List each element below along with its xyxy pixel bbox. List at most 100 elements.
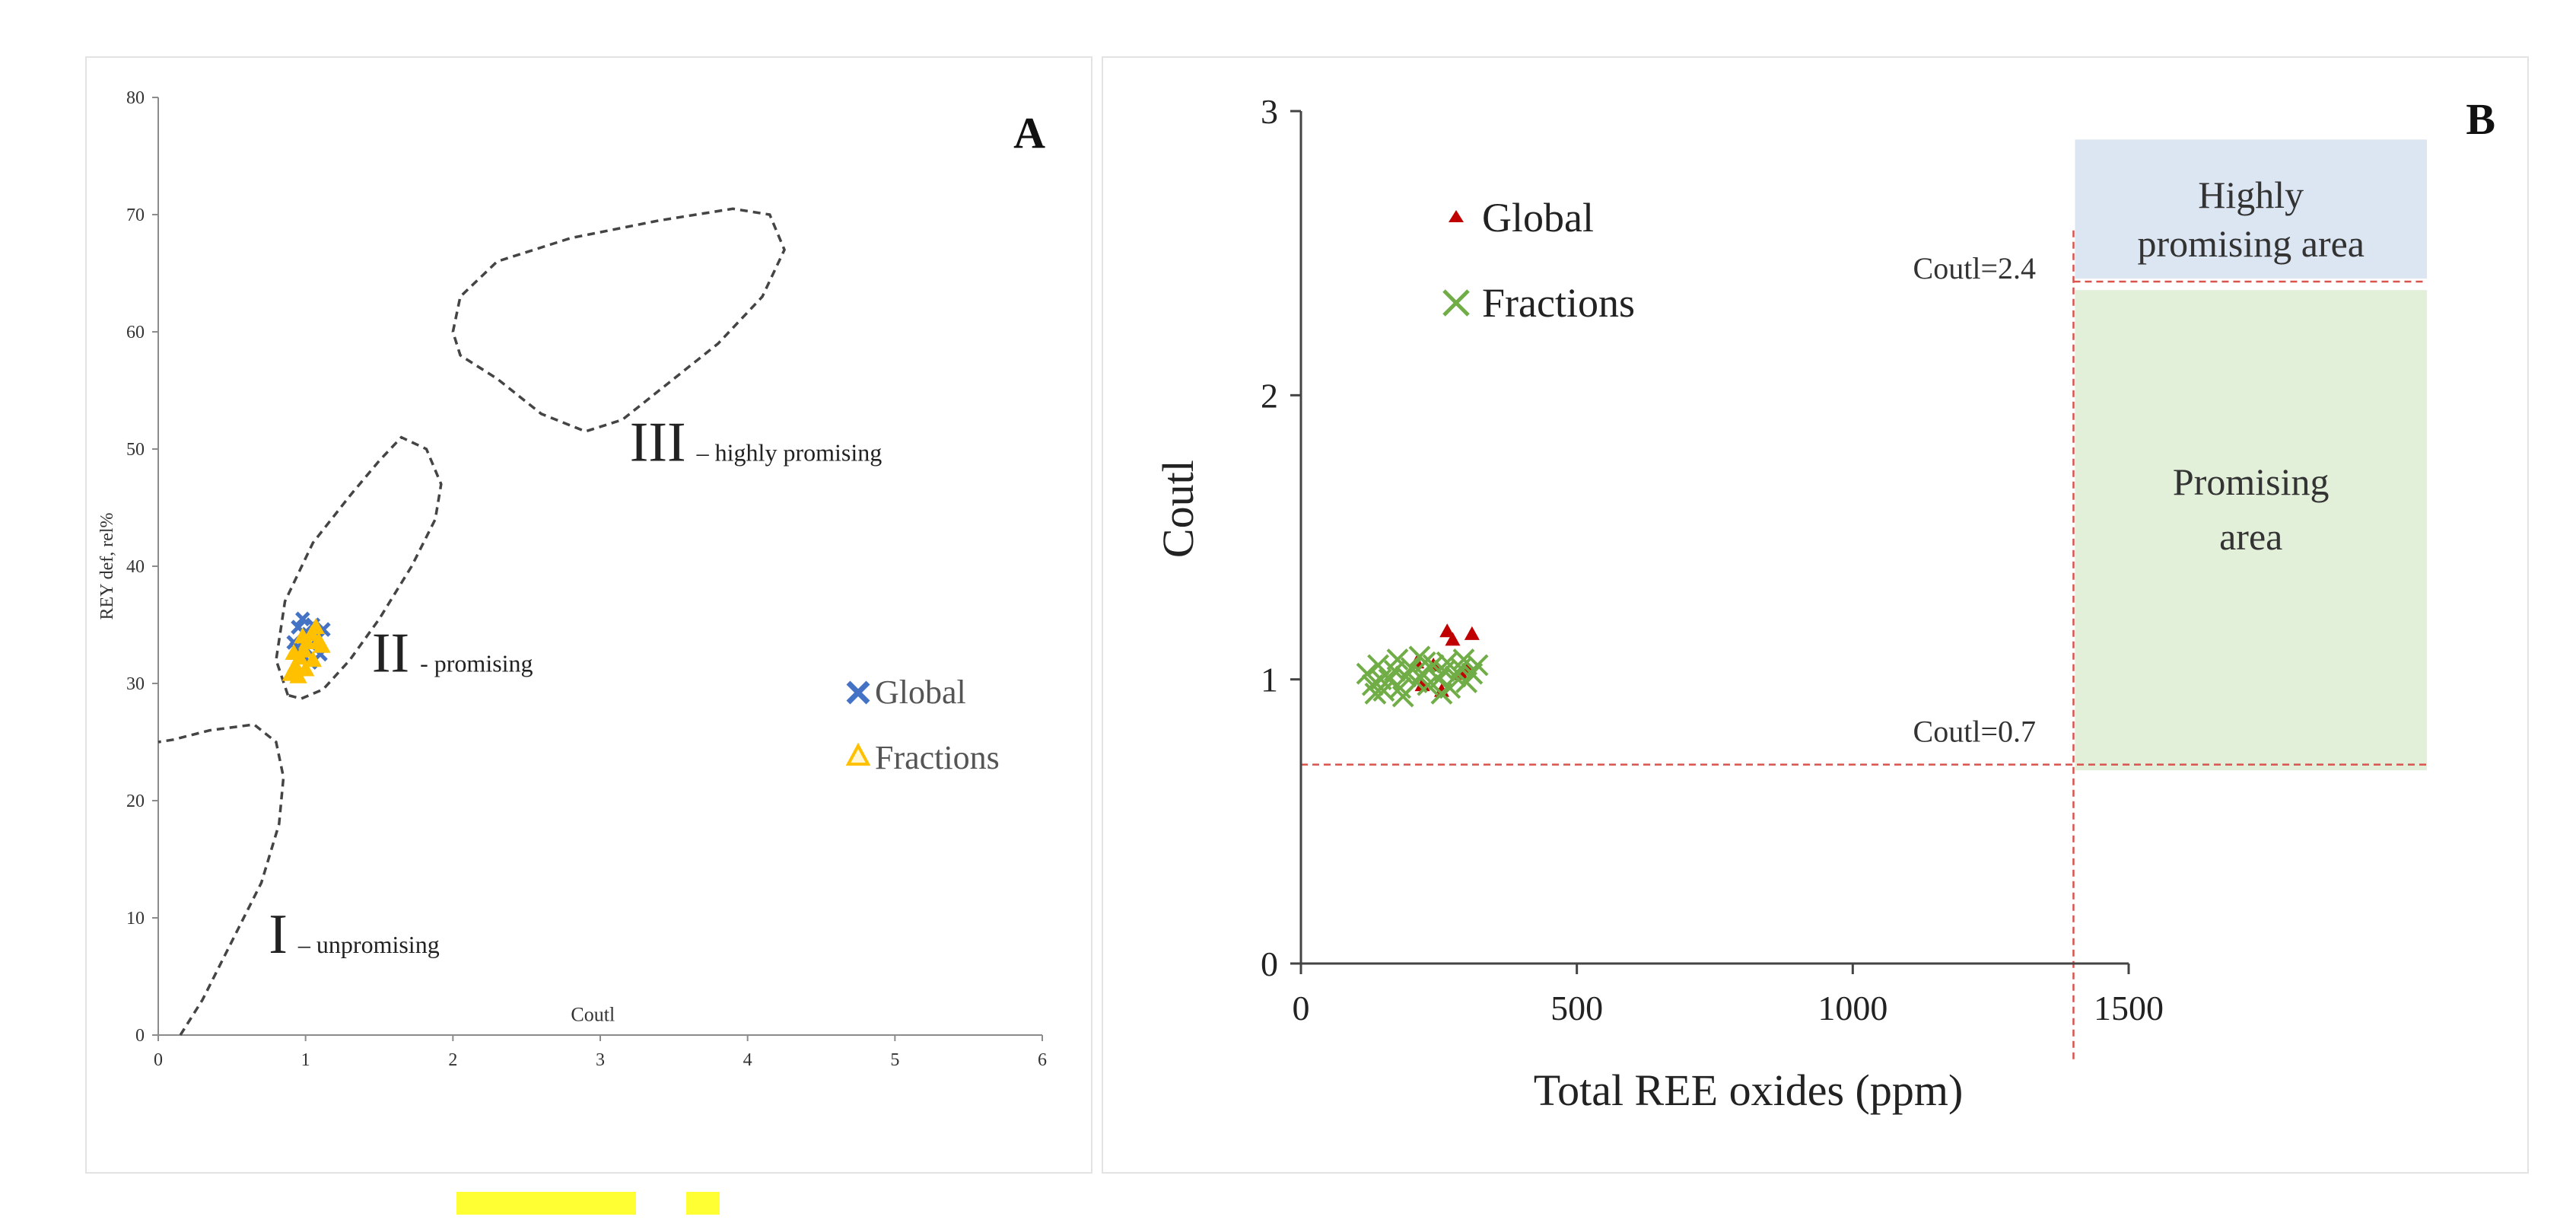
x-tick-label: 3 <box>596 1050 605 1070</box>
point-fractions <box>1400 657 1423 680</box>
x-tick-label: 1000 <box>1818 989 1887 1027</box>
promising-area <box>2075 290 2427 771</box>
point-fractions-stroke <box>1436 651 1458 674</box>
x-tick-label: 5 <box>890 1050 899 1070</box>
point-fractions <box>1430 682 1453 705</box>
data-points <box>1356 623 1489 708</box>
zone-numeral: I <box>269 903 288 966</box>
point-fractions <box>1367 654 1389 677</box>
x-tick-label: 500 <box>1550 989 1603 1027</box>
y-tick-label: 0 <box>135 1026 145 1046</box>
point-fractions <box>1386 648 1409 671</box>
threshold-label-upper: Coutl=2.4 <box>1913 251 2036 285</box>
point-fractions <box>1414 651 1436 674</box>
point-global <box>1464 626 1480 640</box>
text-highlight-mark <box>456 1192 636 1215</box>
point-fractions-stroke <box>1414 651 1436 674</box>
panel-b: Highly promising area Promising area Coutl=2… <box>1102 56 2529 1174</box>
point-fractions-stroke <box>1386 648 1409 671</box>
area-label-line: Promising <box>2173 460 2330 503</box>
x-tick-label: 4 <box>743 1050 752 1070</box>
point-fractions <box>1391 685 1414 708</box>
x-axis-label: Total REE oxides (ppm) <box>1534 1066 1964 1115</box>
point-fractions <box>285 643 303 660</box>
area-label-line: Highly <box>2198 174 2304 216</box>
legend-label-global: Global <box>1482 195 1594 240</box>
point-fractions <box>294 627 312 644</box>
point-fractions <box>307 618 325 635</box>
point-fractions-stroke <box>1389 677 1411 699</box>
panel-label: A <box>1013 108 1045 158</box>
legend-marker-global <box>846 680 870 705</box>
point-fractions <box>1369 668 1392 691</box>
area-label-line: area <box>2219 515 2282 558</box>
point-fractions <box>1364 682 1387 705</box>
threshold-label-lower: Coutl=0.7 <box>1913 715 2036 749</box>
point-global-stroke <box>295 611 310 627</box>
point-fractions <box>313 636 331 653</box>
point-global <box>1445 632 1461 646</box>
point-fractions-stroke <box>1417 674 1439 696</box>
zone-numeral: III <box>630 411 686 473</box>
chart-b-svg: Highly promising area Promising area Coutl=2… <box>1153 92 2495 1115</box>
legend-marker-global-stroke <box>846 680 870 705</box>
zone-numeral: II <box>372 623 409 685</box>
legend-marker-global <box>1449 210 1464 222</box>
data-points <box>281 611 331 683</box>
point-fractions <box>1356 662 1379 685</box>
point-fractions-stroke <box>1356 662 1379 685</box>
y-tick-label: 20 <box>126 792 145 811</box>
x-tick-label: 0 <box>154 1050 163 1070</box>
promising-area-label: Promising area <box>2173 460 2330 558</box>
y-tick-label: 3 <box>1261 92 1278 131</box>
zone-ii-outline <box>275 435 443 700</box>
point-global <box>1439 623 1455 638</box>
point-fractions-stroke <box>1369 668 1392 691</box>
point-fractions <box>295 641 313 658</box>
point-fractions-stroke <box>1430 682 1453 705</box>
point-fractions <box>1466 654 1489 677</box>
legend-marker-fractions <box>1442 289 1470 317</box>
point-fractions <box>1417 674 1439 696</box>
x-tick-label: 0 <box>1293 989 1310 1027</box>
legend: Global Fractions <box>1442 195 1635 326</box>
zone-label-1: I – unpromising <box>269 903 439 966</box>
legend-marker-fractions <box>845 742 871 766</box>
y-axis-label: REY def, rel% <box>97 512 117 620</box>
chart-a-svg: 0 10 20 30 40 50 60 70 80 0 1 2 3 4 5 6 Coutl REY def, re… <box>97 88 1047 1070</box>
y-tick-label: 80 <box>126 88 145 108</box>
x-tick-label: 1 <box>301 1050 310 1070</box>
y-tick-label: 40 <box>126 557 145 577</box>
y-tick-label: 1 <box>1261 661 1278 699</box>
x-axis-label: Coutl <box>571 1004 615 1026</box>
y-tick-label: 50 <box>126 440 145 460</box>
area-label-line: promising area <box>2137 222 2365 265</box>
zone-text: – unpromising <box>297 931 440 958</box>
zone-label-2: II - promising <box>372 623 533 685</box>
zone-iii-outline <box>451 207 786 433</box>
legend: Global Fractions <box>845 674 1000 776</box>
x-tick-label: 2 <box>448 1050 457 1070</box>
point-fractions <box>304 651 323 667</box>
highly-promising-area <box>2075 139 2427 279</box>
point-global-stroke <box>291 620 306 635</box>
zone-label-3: III – highly promising <box>630 411 883 473</box>
y-tick-label: 70 <box>126 205 145 225</box>
y-tick-label: 10 <box>126 909 145 929</box>
zone-i-outline <box>157 723 285 1036</box>
legend-label-fractions: Fractions <box>1482 280 1635 326</box>
y-tick-label: 60 <box>126 323 145 342</box>
zone-text: – highly promising <box>696 438 883 466</box>
point-global <box>295 611 310 627</box>
legend-label-fractions: Fractions <box>875 739 1000 776</box>
point-fractions-stroke <box>1422 654 1445 677</box>
panel-label: B <box>2466 94 2495 144</box>
point-fractions <box>1436 651 1458 674</box>
point-fractions-stroke <box>1391 685 1414 708</box>
y-axis-label: Coutl <box>1153 460 1203 558</box>
point-fractions-stroke <box>1364 682 1387 705</box>
point-fractions-stroke <box>1466 654 1489 677</box>
y-tick-label: 0 <box>1261 944 1278 983</box>
y-tick-label: 2 <box>1261 376 1278 415</box>
